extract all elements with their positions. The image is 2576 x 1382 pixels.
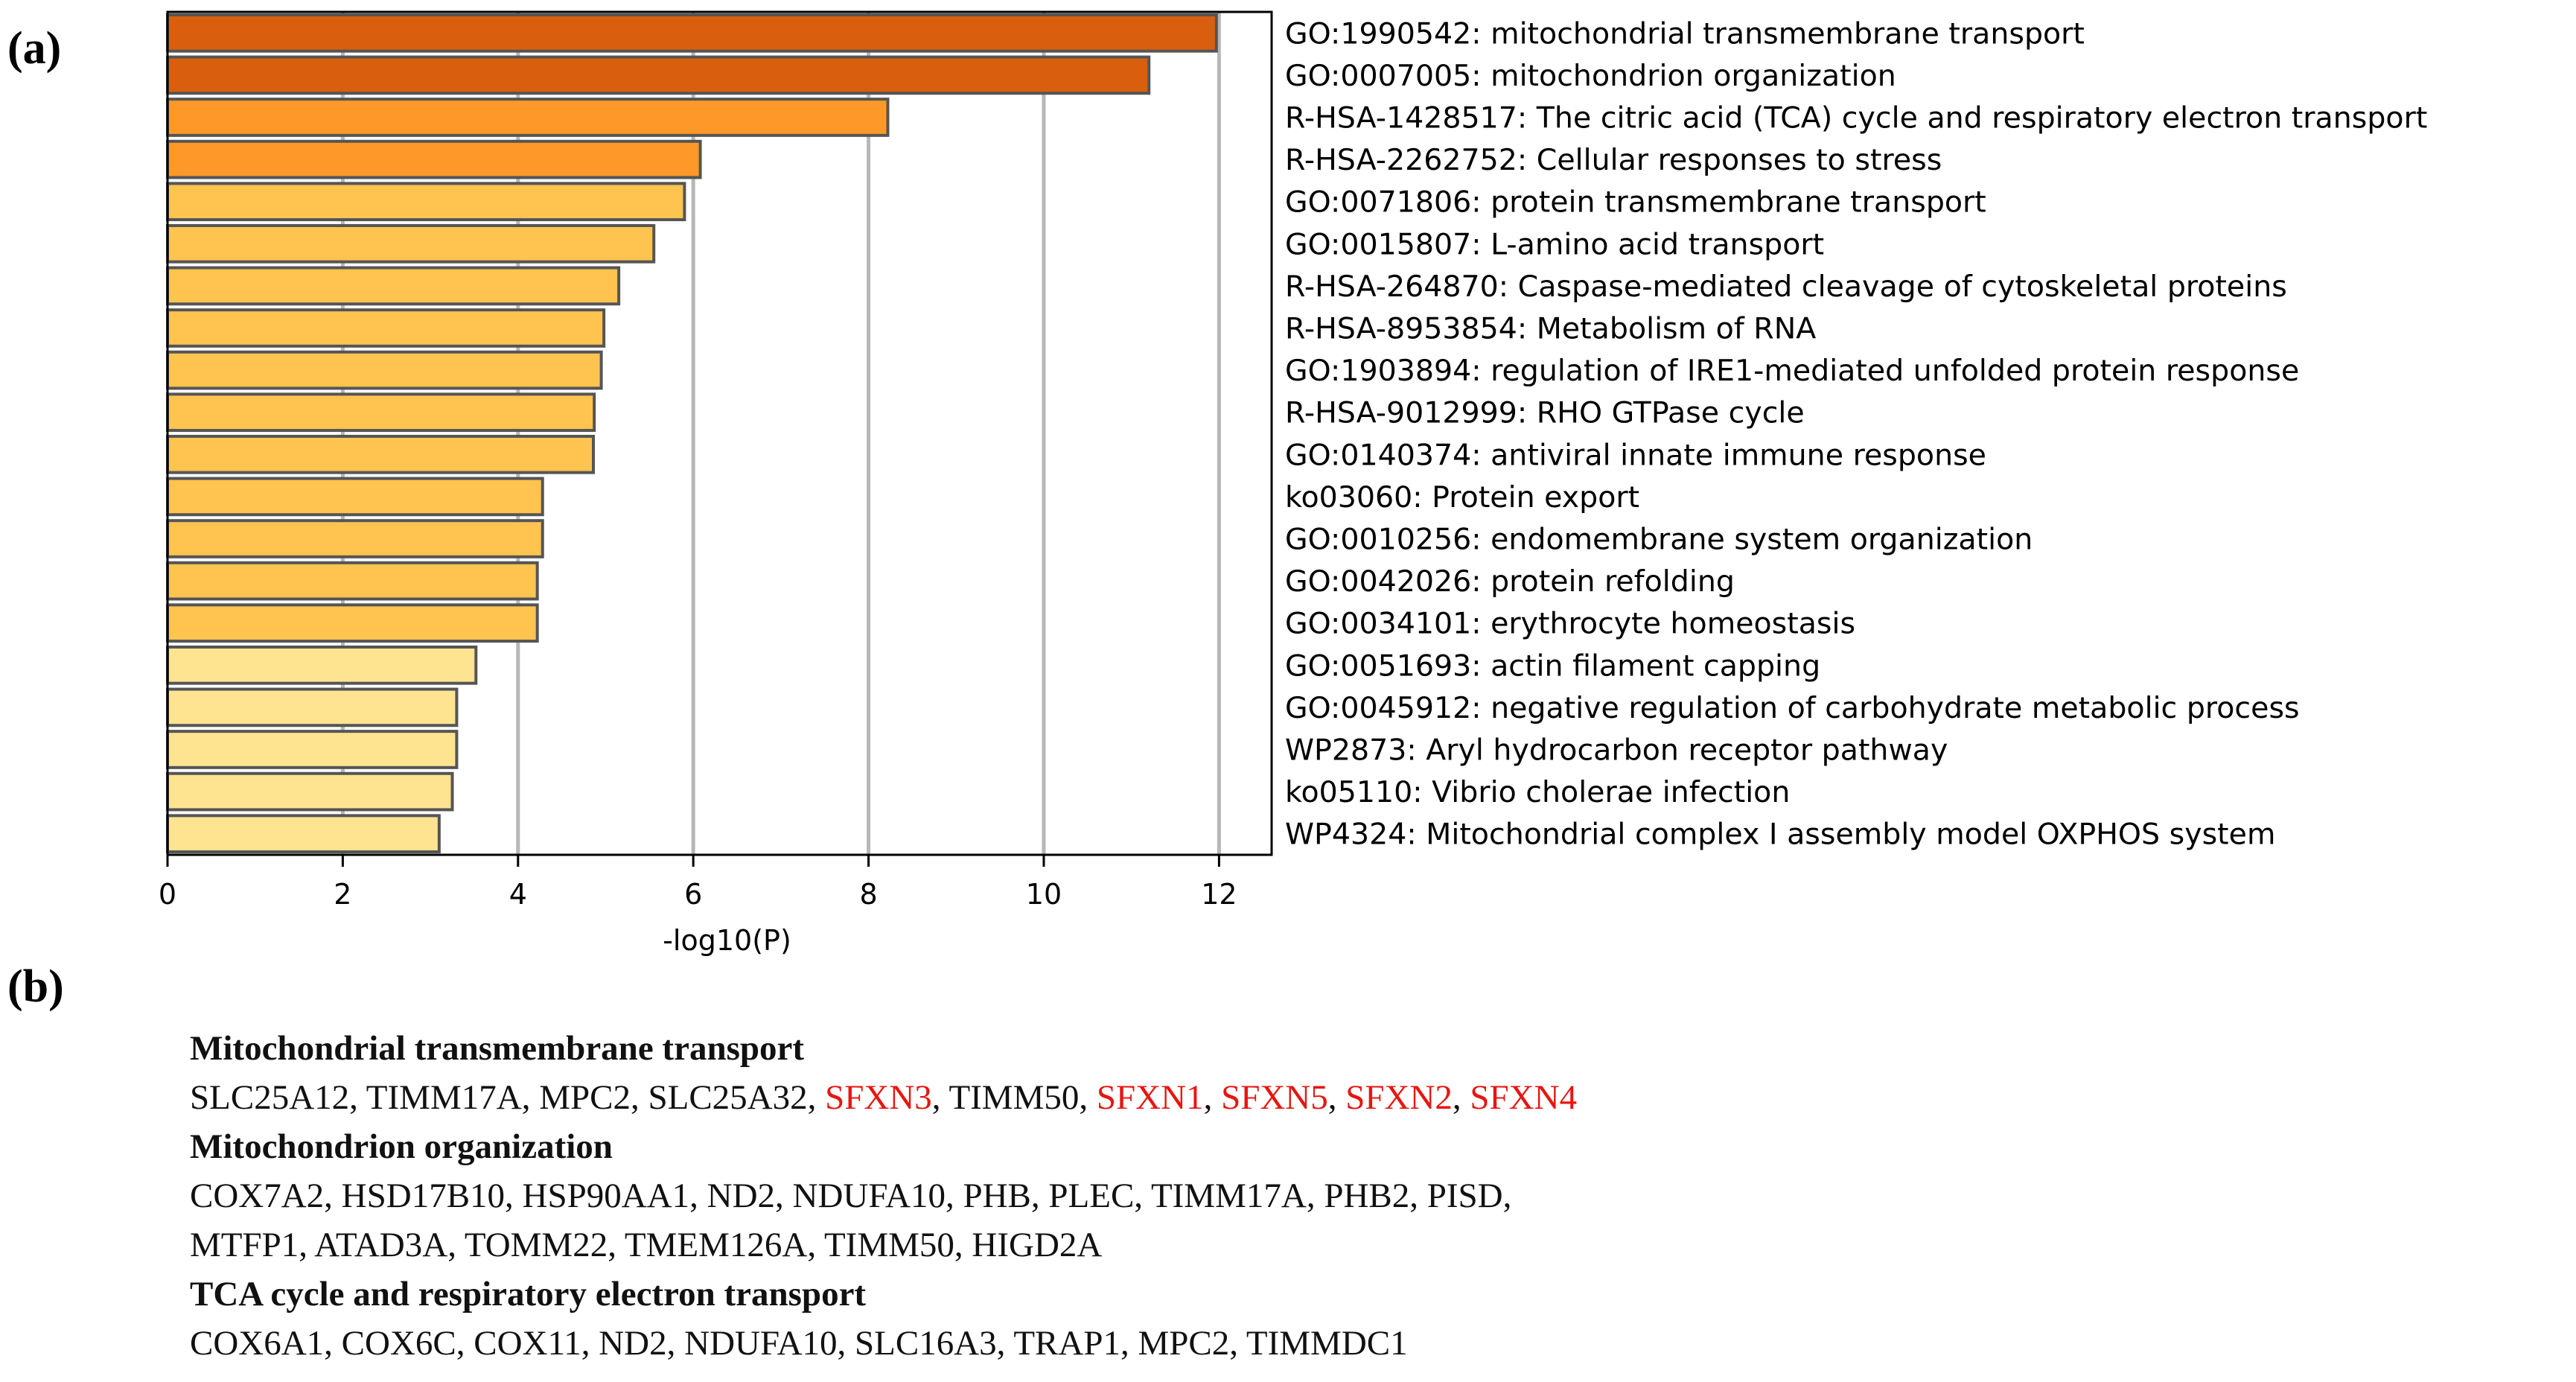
plot-frame	[166, 10, 1273, 856]
bar-8	[166, 308, 606, 348]
category-label-12: ko03060: Protein export	[1285, 480, 1639, 515]
bar-15	[166, 603, 539, 643]
x-tick-label-8: 8	[859, 878, 877, 911]
category-label-9: GO:1903894: regulation of IRE1-mediated …	[1285, 354, 2299, 388]
bar-13	[166, 519, 544, 558]
gene-text: ,	[931, 1078, 949, 1117]
gene-text: MPC2	[539, 1078, 631, 1117]
highlighted-gene: SFXN5	[1221, 1078, 1328, 1117]
gene-list-line: COX7A2, HSD17B10, HSP90AA1, ND2, NDUFA10…	[190, 1171, 2498, 1220]
gene-section-title: Mitochondrion organization	[190, 1127, 613, 1166]
bar-10	[166, 392, 596, 433]
bar-16	[166, 645, 478, 685]
x-tick-label-0: 0	[159, 878, 176, 911]
category-label-5: GO:0071806: protein transmembrane transp…	[1285, 185, 1986, 220]
bar-9	[166, 350, 603, 390]
gene-text: COX7A2, HSD17B10, HSP90AA1, ND2, NDUFA10…	[190, 1176, 1512, 1215]
gene-text: TIMM17A	[366, 1078, 522, 1117]
bar-3	[166, 98, 890, 137]
x-axis-label: -log10(P)	[663, 924, 791, 957]
category-label-4: R-HSA-2262752: Cellular responses to str…	[1285, 143, 1942, 177]
bar-7	[166, 266, 621, 306]
gene-text: ,	[807, 1078, 826, 1117]
highlighted-gene: SFXN2	[1345, 1078, 1453, 1117]
category-label-3: R-HSA-1428517: The citric acid (TCA) cyc…	[1285, 101, 2427, 136]
category-label-15: GO:0034101: erythrocyte homeostasis	[1285, 607, 1855, 641]
x-tick-label-2: 2	[334, 878, 351, 911]
gene-list-line: MTFP1, ATAD3A, TOMM22, TMEM126A, TIMM50,…	[190, 1220, 2498, 1270]
category-label-19: ko05110: Vibrio cholerae infection	[1285, 775, 1790, 809]
panel-label-a: (a)	[7, 23, 62, 74]
bar-5	[166, 182, 686, 222]
gene-list-line: COX6A1, COX6C, COX11, ND2, NDUFA10, SLC1…	[190, 1319, 2498, 1368]
gene-text: ,	[1079, 1078, 1097, 1117]
bar-1	[166, 13, 1218, 53]
gene-text: ,	[630, 1078, 648, 1117]
category-label-17: GO:0045912: negative regulation of carbo…	[1285, 691, 2300, 725]
category-label-7: R-HSA-264870: Caspase-mediated cleavage …	[1285, 270, 2287, 304]
gene-text: ,	[1327, 1078, 1346, 1117]
gene-text: MTFP1, ATAD3A, TOMM22, TMEM126A, TIMM50,…	[190, 1226, 1103, 1264]
category-label-10: R-HSA-9012999: RHO GTPase cycle	[1285, 396, 1805, 430]
x-tick-label-4: 4	[509, 878, 527, 911]
bar-4	[166, 139, 702, 179]
gene-text: ,	[1452, 1078, 1470, 1117]
bar-2	[166, 55, 1151, 95]
highlighted-gene: SFXN3	[825, 1078, 932, 1117]
bar-14	[166, 561, 539, 601]
category-label-14: GO:0042026: protein refolding	[1285, 564, 1735, 599]
category-label-18: WP2873: Aryl hydrocarbon receptor pathwa…	[1285, 733, 1948, 768]
category-label-1: GO:1990542: mitochondrial transmembrane …	[1285, 16, 2085, 51]
x-tick-label-10: 10	[1026, 878, 1062, 911]
highlighted-gene: SFXN1	[1096, 1078, 1204, 1117]
gene-text: SLC25A12	[190, 1078, 350, 1117]
bar-17	[166, 687, 459, 727]
category-label-6: GO:0015807: L-amino acid transport	[1285, 227, 1824, 261]
bar-19	[166, 771, 454, 812]
gene-text: COX6A1, COX6C, COX11, ND2, NDUFA10, SLC1…	[190, 1324, 1408, 1363]
category-label-13: GO:0010256: endomembrane system organiza…	[1285, 523, 2033, 557]
highlighted-gene: SFXN4	[1470, 1078, 1578, 1117]
category-label-16: GO:0051693: actin filament capping	[1285, 649, 1820, 683]
bar-6	[166, 223, 656, 264]
enrichment-bar-chart: 0 2 4 6 8 10 12 -log10(P) GO:1990542: mitochondr…	[159, 10, 2427, 957]
bar-12	[166, 477, 544, 517]
x-tick-label-12: 12	[1201, 878, 1237, 911]
gene-text: ,	[521, 1078, 540, 1117]
x-tick-label-6: 6	[684, 878, 702, 911]
gene-text: ,	[349, 1078, 366, 1117]
gene-list-line: SLC25A12, TIMM17A, MPC2, SLC25A32, SFXN3…	[190, 1073, 2498, 1122]
bar-18	[166, 730, 459, 769]
category-label-2: GO:0007005: mitochondrion organization	[1285, 59, 1896, 93]
category-label-8: R-HSA-8953854: Metabolism of RNA	[1285, 312, 1816, 346]
category-label-20: WP4324: Mitochondrial complex I assembly…	[1285, 818, 2275, 852]
bar-11	[166, 434, 596, 474]
gene-section-title: Mitochondrial transmembrane transport	[190, 1029, 805, 1068]
category-label-11: GO:0140374: antiviral innate immune resp…	[1285, 438, 1986, 472]
gene-text: SLC25A32	[648, 1078, 808, 1117]
gene-text: ,	[1203, 1078, 1222, 1117]
gene-section-title: TCA cycle and respiratory electron trans…	[190, 1275, 867, 1313]
panel-label-b: (b)	[7, 961, 64, 1012]
gene-list-block: Mitochondrial transmembrane transport SLC…	[190, 1024, 2498, 1368]
bar-20	[166, 814, 441, 854]
gene-text: TIMM50	[949, 1078, 1080, 1117]
